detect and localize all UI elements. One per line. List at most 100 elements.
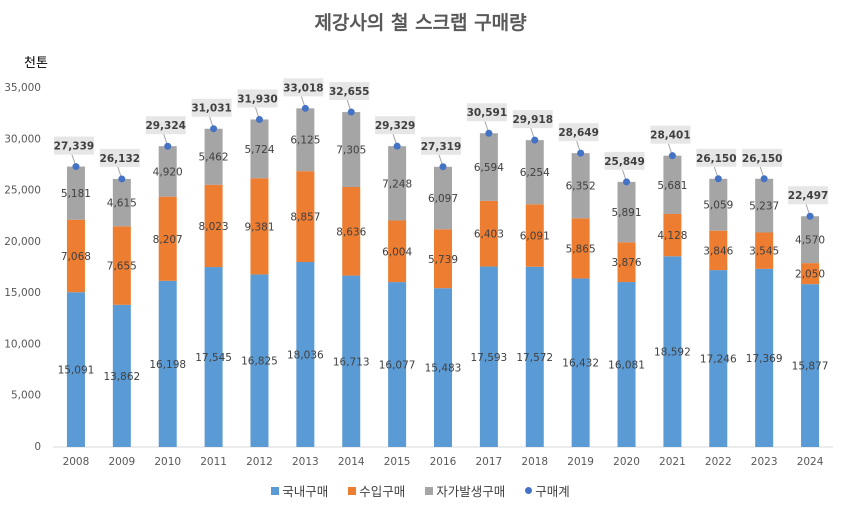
bar-segment-domestic [525,266,544,447]
bar-segment-self-generated [296,108,315,172]
bar-segment-self-generated [571,153,590,219]
x-tick-label: 2010 [154,456,181,468]
bar-value-label: 5,739 [428,254,458,266]
total-callout-box [99,148,140,167]
bar-segment-import [801,263,820,285]
bar-value-label: 6,254 [520,167,550,179]
bar-segment-import [525,204,544,267]
x-tick-label: 2016 [430,456,457,468]
x-tick-label: 2022 [705,456,732,468]
bar-segment-self-generated [755,178,774,233]
legend: 국내구매 수입구매 자가발생구매 구매계 [0,481,841,500]
total-value-label: 32,655 [329,86,370,98]
x-tick-label: 2017 [476,456,503,468]
bar-value-label: 16,713 [333,356,370,368]
total-callout-box [421,136,461,155]
total-callout-box [466,103,507,122]
total-value-label: 25,849 [604,156,645,168]
y-tick-label: 5,000 [11,390,41,402]
total-value-label: 31,930 [237,93,278,105]
total-point [210,125,218,133]
legend-item-import[interactable]: 수입구매 [348,481,405,500]
total-point [393,142,401,150]
bar-segment-self-generated [663,155,682,214]
total-callout-box [650,125,691,144]
bar-value-label: 8,636 [336,226,366,238]
total-point [439,163,447,171]
total-callout-box [375,116,416,135]
bar-segment-self-generated [342,112,361,187]
legend-item-total[interactable]: 구매계 [525,481,570,500]
bar-value-label: 6,091 [520,231,550,243]
bar-segment-self-generated [709,178,728,231]
bar-segment-import [388,220,407,283]
bar-segment-domestic [801,284,820,447]
x-tick-label: 2018 [521,456,548,468]
chart-title: 제강사의 철 스크랩 구매량 [314,12,527,34]
bar-value-label: 6,403 [474,229,504,241]
y-axis-unit-label: 천톤 [24,56,48,71]
bar-value-label: 6,125 [290,135,320,147]
bar-value-label: 8,857 [290,212,320,224]
bar-segment-domestic [112,304,131,447]
bar-segment-domestic [296,262,315,447]
bar-value-label: 15,877 [792,361,829,373]
total-value-label: 29,918 [512,114,553,126]
bar-value-label: 4,570 [795,235,825,247]
total-callout-box [329,82,370,101]
total-callout-box [237,89,278,108]
total-callout-box [53,136,94,155]
total-point [72,163,80,171]
total-value-label: 26,132 [100,153,141,165]
y-tick-label: 0 [34,441,41,453]
y-tick-label: 15,000 [4,287,41,299]
legend-item-self-generated[interactable]: 자가발생구매 [425,481,505,500]
bar-segment-self-generated [250,119,269,179]
total-value-label: 30,591 [467,107,508,119]
bar-value-label: 16,198 [149,359,186,371]
legend-label: 자가발생구매 [436,484,506,499]
bar-value-label: 5,724 [244,144,274,156]
total-point [301,104,309,112]
total-point [164,142,172,150]
x-tick-label: 2013 [292,456,319,468]
bar-value-label: 5,181 [61,188,91,200]
total-value-label: 33,018 [283,82,324,94]
total-callout-box [191,98,232,117]
bar-segment-import [250,178,269,275]
bar-segment-self-generated [801,216,820,264]
x-tick-label: 2020 [613,456,640,468]
bar-segment-import [434,229,452,289]
legend-marker-total [525,487,533,494]
bar-value-label: 4,615 [107,198,137,210]
y-tick-label: 20,000 [4,236,41,248]
total-callout-box [145,116,186,135]
bar-value-label: 4,920 [153,166,183,178]
x-tick-label: 2011 [200,456,227,468]
bar-segment-import [66,219,85,293]
bar-value-label: 6,004 [382,246,412,258]
bar-value-label: 15,483 [425,363,462,375]
legend-item-domestic[interactable]: 국내구매 [271,481,328,500]
x-tick-label: 2008 [63,456,90,468]
bar-segment-import [755,232,774,269]
bar-value-label: 6,594 [474,162,504,174]
bar-segment-domestic [388,282,407,447]
legend-swatch-self-generated [425,486,434,495]
bar-segment-import [479,200,498,267]
total-callout-box [604,151,645,170]
legend-swatch-import [348,486,357,495]
bar-value-label: 3,545 [749,246,779,258]
legend-label: 구매계 [535,484,570,499]
bar-value-label: 17,593 [471,352,508,364]
bar-value-label: 5,462 [199,152,229,164]
total-value-label: 26,150 [742,153,783,165]
x-tick-label: 2021 [659,456,686,468]
bar-value-label: 15,091 [58,365,95,377]
bar-value-label: 4,128 [657,230,687,242]
y-tick-label: 35,000 [4,82,41,94]
bar-value-label: 5,891 [611,207,641,219]
total-callout-box [696,148,737,167]
bar-segment-self-generated [204,128,223,185]
bar-segment-import [617,242,636,283]
